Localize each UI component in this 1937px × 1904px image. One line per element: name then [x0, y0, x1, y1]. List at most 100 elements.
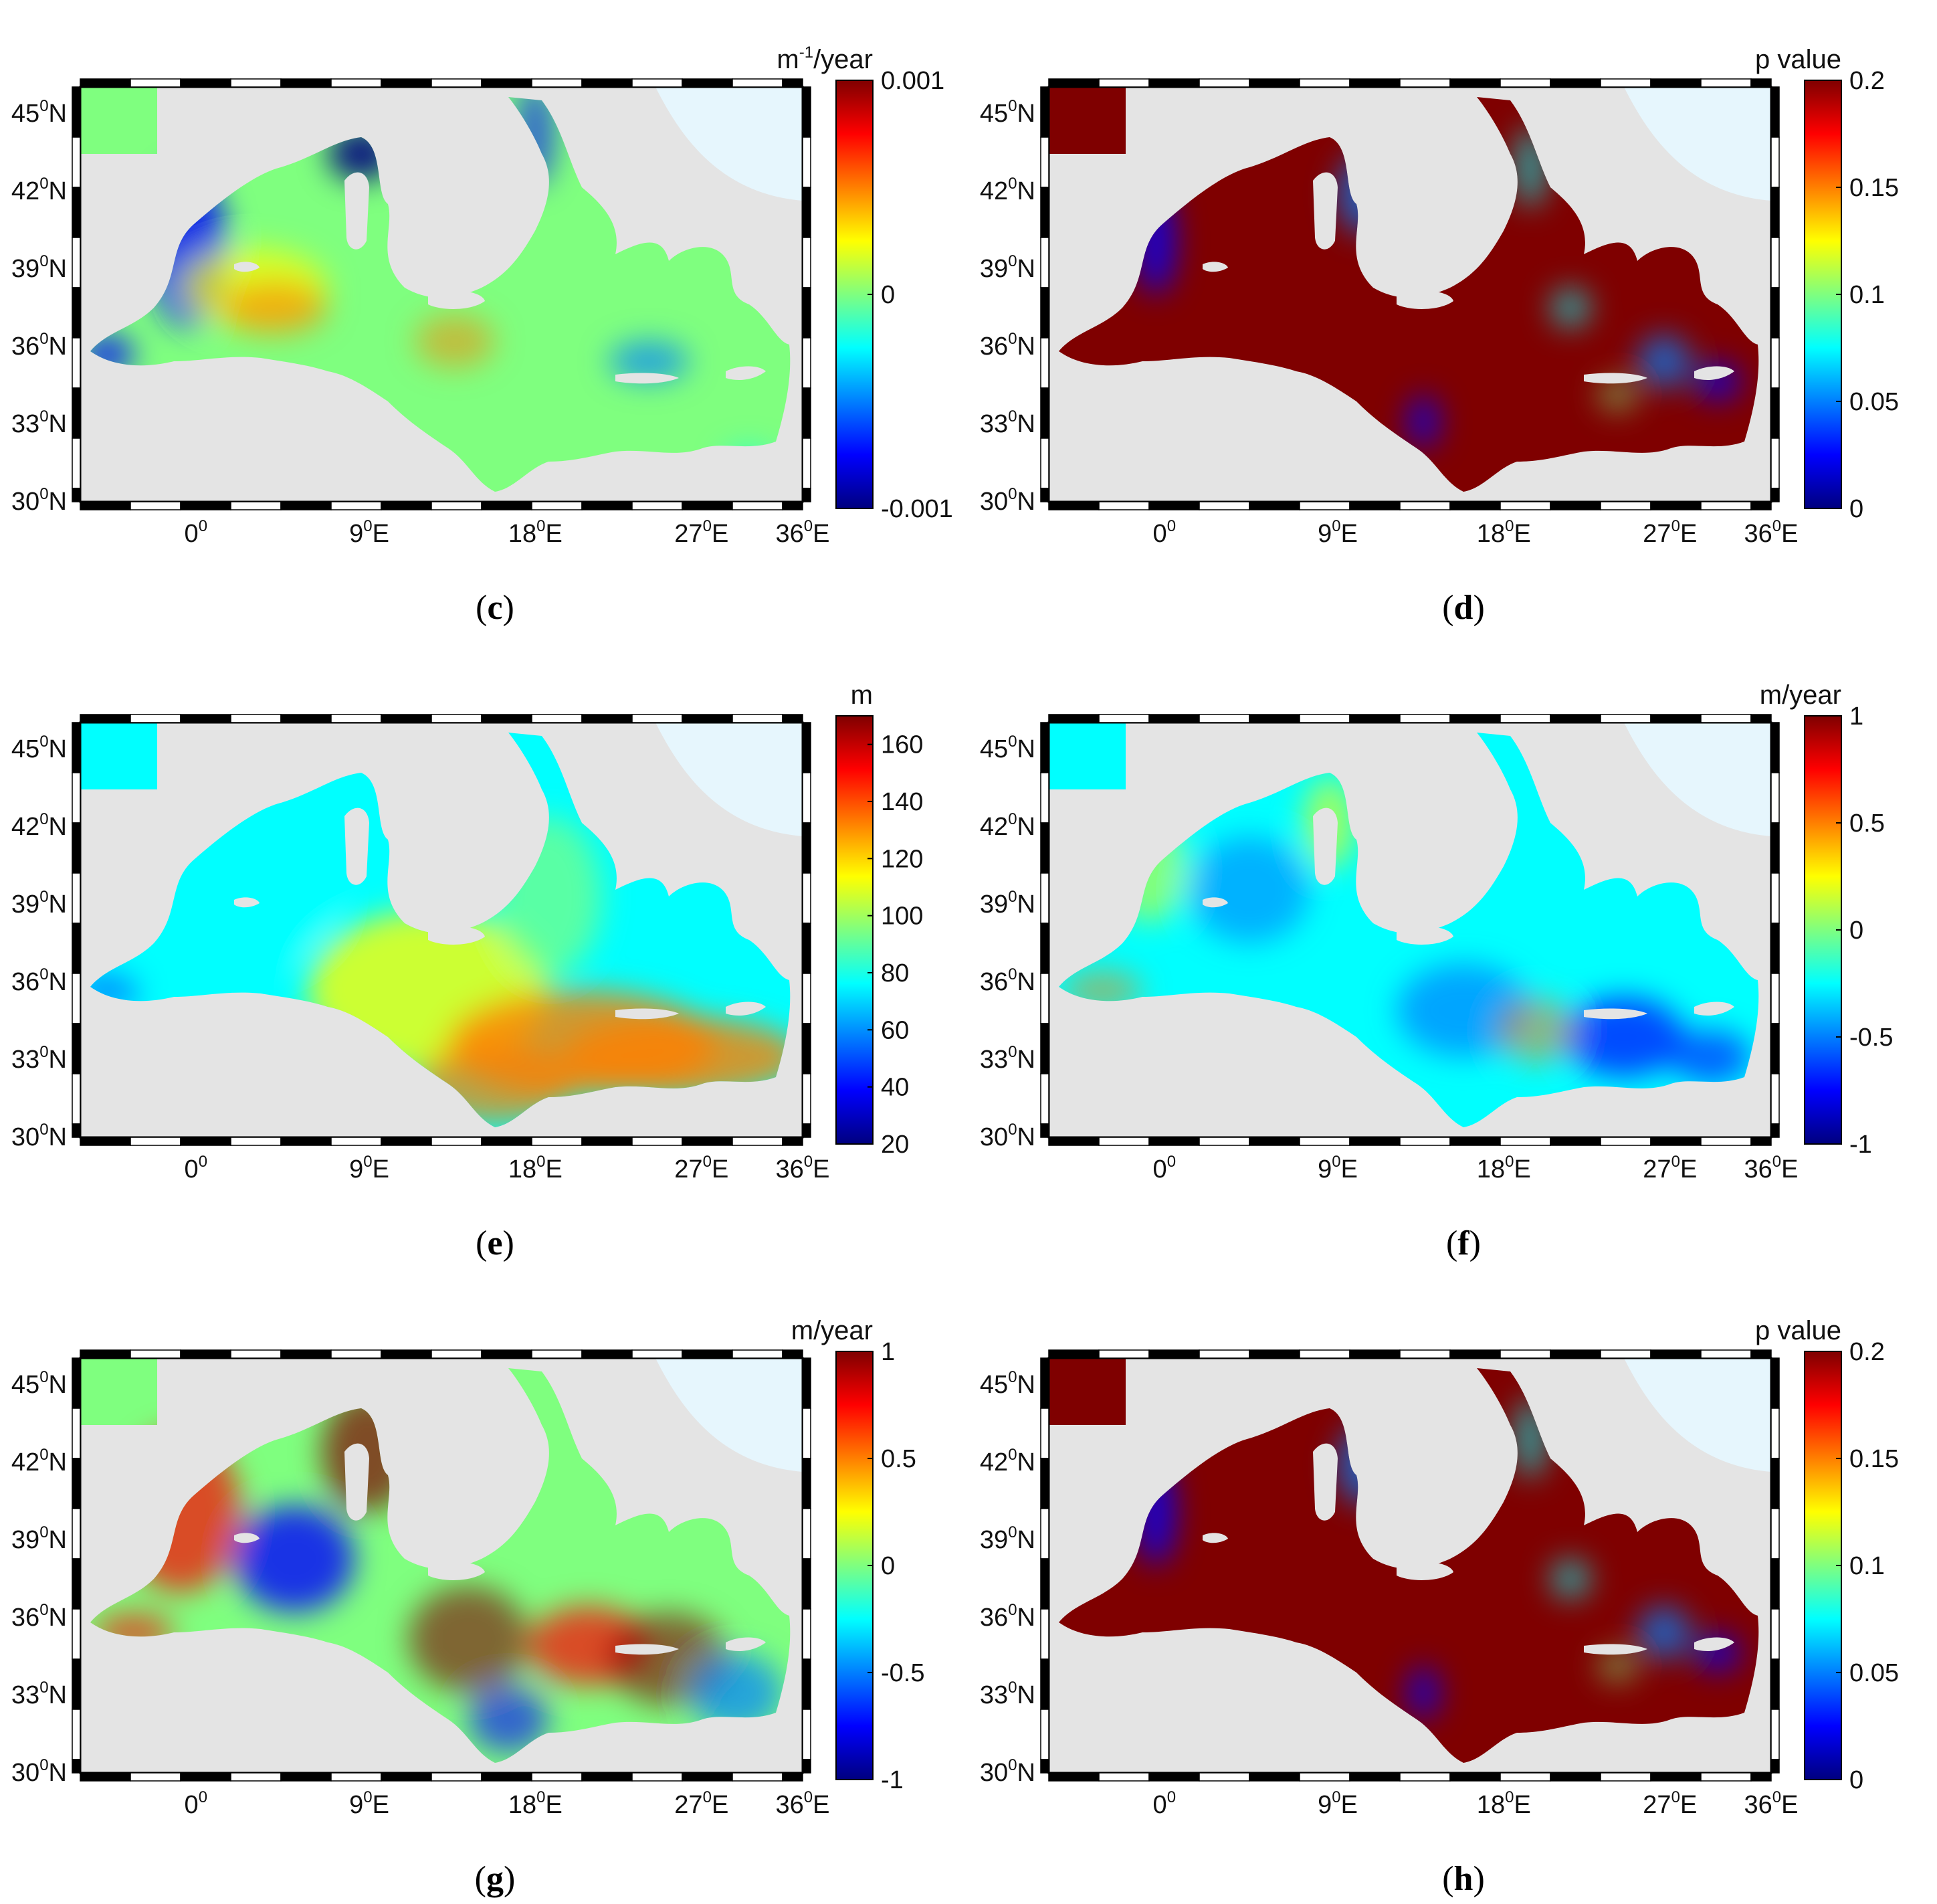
- frame-segment: [80, 1772, 131, 1782]
- frame-segment: [1349, 501, 1401, 510]
- frame-segment: [130, 78, 181, 88]
- colorbar-tick-label: 0: [1849, 495, 1863, 523]
- latitude-label: 300N: [980, 485, 1035, 516]
- longitude-label: 270E: [674, 1788, 728, 1819]
- colorbar-tick-label: 80: [881, 959, 909, 987]
- frame-segment: [1700, 78, 1752, 88]
- latitude-label: 300N: [11, 485, 67, 516]
- longitude-label: 180E: [508, 1153, 563, 1183]
- frame-segment: [1500, 1772, 1551, 1782]
- map-area: [1049, 723, 1771, 1137]
- frame-segment: [802, 872, 811, 924]
- latitude-label: 450N: [11, 97, 67, 128]
- frame-segment: [802, 136, 811, 188]
- latitude-label: 360N: [980, 330, 1035, 361]
- black-sea-region: [1624, 87, 1771, 201]
- frame-segment: [682, 1772, 733, 1782]
- frame-segment: [1770, 1608, 1780, 1660]
- frame-segment: [1148, 714, 1200, 723]
- colorbar-unit: m/year: [1760, 680, 1841, 710]
- frame-segment: [1040, 136, 1049, 188]
- latitude-label: 390N: [980, 252, 1035, 283]
- frame-segment: [1048, 1137, 1100, 1146]
- latitude-label: 390N: [11, 1523, 67, 1554]
- frame-segment: [1770, 1558, 1780, 1610]
- island: [1203, 1533, 1228, 1543]
- frame-segment: [1040, 1759, 1049, 1774]
- frame-segment: [1550, 1137, 1601, 1146]
- frame-segment: [1040, 1709, 1049, 1760]
- frame-segment: [682, 501, 733, 510]
- colorbar-unit: m-1/year: [777, 43, 873, 74]
- frame-segment: [1500, 1137, 1551, 1146]
- frame-segment: [230, 78, 282, 88]
- longitude-label: 270E: [674, 517, 728, 548]
- latitude-label: 360N: [980, 1601, 1035, 1632]
- frame-segment: [1040, 1558, 1049, 1610]
- island: [1397, 290, 1453, 309]
- longitude-label: 360E: [1744, 1788, 1799, 1819]
- latitude-label: 390N: [11, 252, 67, 283]
- frame-segment: [531, 78, 583, 88]
- frame-segment: [1299, 1349, 1350, 1359]
- frame-segment: [1550, 1772, 1601, 1782]
- field-patch: [1189, 836, 1310, 943]
- island: [726, 1002, 766, 1016]
- frame-segment: [1770, 973, 1780, 1024]
- frame-segment: [280, 78, 332, 88]
- longitude-label: 00: [1153, 517, 1177, 548]
- frame-segment: [481, 1137, 532, 1146]
- field-patch: [1637, 335, 1691, 388]
- latitude-label: 330N: [980, 1679, 1035, 1709]
- frame-segment: [1449, 1349, 1501, 1359]
- frame-segment: [381, 1137, 432, 1146]
- colorbar: 0.2 0.15 0.1 0.05 0: [1804, 67, 1899, 523]
- island: [428, 1561, 485, 1580]
- frame-segment: [72, 1458, 81, 1509]
- island: [234, 1533, 260, 1543]
- frame-segment: [230, 1137, 282, 1146]
- latitude-label: 390N: [980, 888, 1035, 919]
- longitude-label: 90E: [349, 1788, 389, 1819]
- frame-segment: [732, 1137, 783, 1146]
- frame-segment: [381, 78, 432, 88]
- island: [1397, 1561, 1453, 1580]
- frame-segment: [1770, 1023, 1780, 1074]
- frame-segment: [631, 78, 683, 88]
- panel-c: 300N 330N 360N 390N 420N 450N 00 90E 180E 270E 360…: [11, 43, 953, 627]
- frame-segment: [631, 714, 683, 723]
- frame-segment: [280, 1772, 332, 1782]
- colorbar: 0.001 0 -0.001: [835, 67, 953, 523]
- frame-segment: [1770, 1408, 1780, 1459]
- panel-letter: (c): [476, 589, 514, 627]
- black-sea-region: [1624, 723, 1771, 836]
- frame-segment: [1770, 1123, 1780, 1138]
- island: [615, 1008, 679, 1020]
- frame-segment: [1650, 1772, 1702, 1782]
- frame-segment: [1040, 1073, 1049, 1125]
- colorbar-tick-label: -1: [881, 1766, 904, 1794]
- colorbar: 1 0.5 0 -0.5 -1: [1804, 702, 1893, 1159]
- colorbar-gradient: [835, 715, 874, 1145]
- frame-segment: [682, 1349, 733, 1359]
- frame-segment: [1770, 287, 1780, 339]
- frame-segment: [431, 1137, 482, 1146]
- longitude-label: 180E: [1477, 1153, 1531, 1183]
- frame-segment: [1299, 501, 1350, 510]
- field-patch: [1407, 1666, 1440, 1719]
- frame-segment: [581, 1772, 633, 1782]
- frame-segment: [1199, 714, 1250, 723]
- frame-segment: [1770, 772, 1780, 824]
- panel-letter: (d): [1442, 589, 1485, 627]
- frame-segment: [1770, 86, 1780, 138]
- frame-segment: [72, 872, 81, 924]
- colorbar-tick-label: 0: [1849, 917, 1863, 945]
- map-frame: [1040, 78, 1780, 510]
- frame-segment: [72, 136, 81, 188]
- field-patch: [562, 1017, 791, 1097]
- frame-segment: [1770, 1357, 1780, 1409]
- colorbar-unit: m/year: [791, 1316, 873, 1345]
- longitude-label: 00: [185, 517, 208, 548]
- frame-segment: [72, 1709, 81, 1760]
- colorbar-tick-label: 0: [1849, 1766, 1863, 1794]
